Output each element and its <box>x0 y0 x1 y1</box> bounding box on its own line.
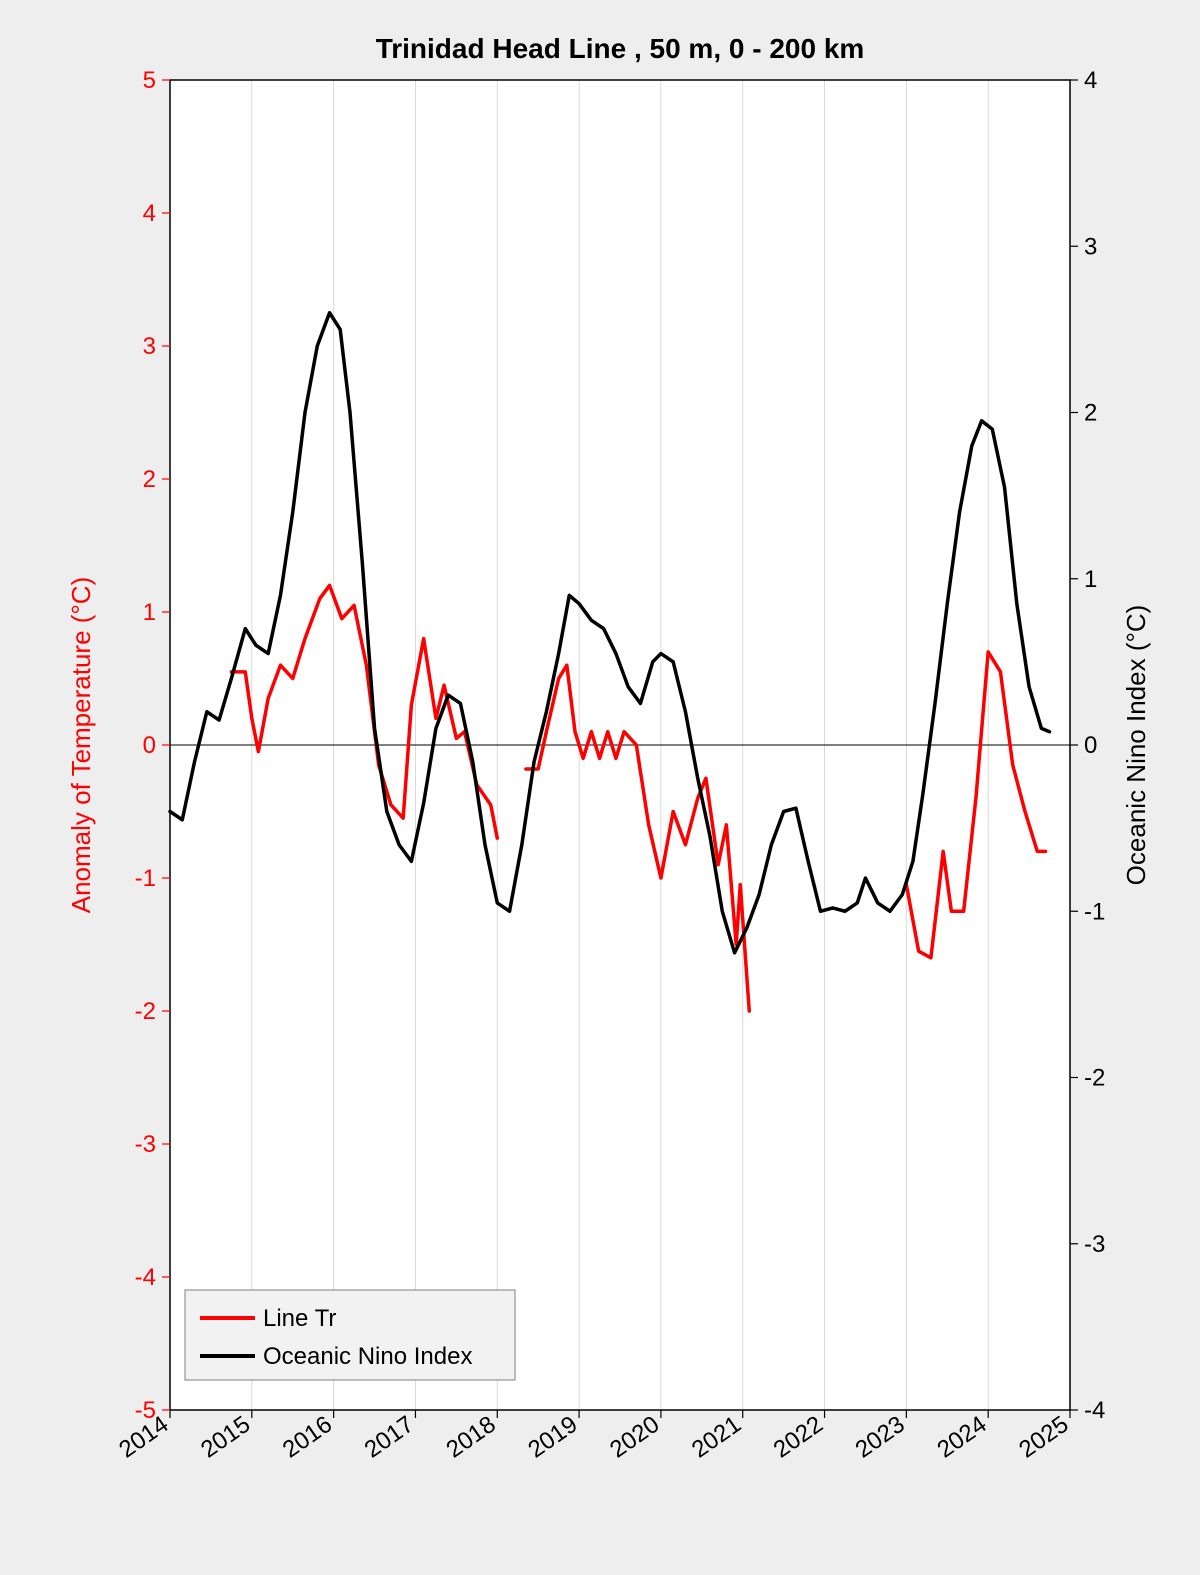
y-right-tick-label: 4 <box>1084 67 1097 94</box>
dual-axis-line-chart: 2014201520162017201820192020202120222023… <box>0 0 1200 1575</box>
y-left-tick-label: -4 <box>135 1264 156 1291</box>
y-left-tick-label: -5 <box>135 1397 156 1424</box>
legend-label: Line Tr <box>263 1305 336 1332</box>
y-right-tick-label: -3 <box>1084 1231 1105 1258</box>
y-right-tick-label: -4 <box>1084 1397 1105 1424</box>
chart-title: Trinidad Head Line , 50 m, 0 - 200 km <box>376 33 865 64</box>
y-left-tick-label: 5 <box>143 67 156 94</box>
y-left-tick-label: 3 <box>143 333 156 360</box>
y-right-axis-label: Oceanic Nino Index (°C) <box>1121 605 1151 886</box>
y-right-tick-label: 3 <box>1084 233 1097 260</box>
chart-container: 2014201520162017201820192020202120222023… <box>0 0 1200 1575</box>
y-right-tick-label: 0 <box>1084 732 1097 759</box>
y-left-tick-label: 4 <box>143 200 156 227</box>
y-left-tick-label: 1 <box>143 599 156 626</box>
y-right-tick-label: -2 <box>1084 1065 1105 1092</box>
legend-label: Oceanic Nino Index <box>263 1343 472 1370</box>
y-left-axis-label: Anomaly of Temperature (°C) <box>66 577 96 914</box>
y-right-tick-label: -1 <box>1084 898 1105 925</box>
y-left-tick-label: 2 <box>143 466 156 493</box>
y-right-tick-label: 1 <box>1084 566 1097 593</box>
y-left-tick-label: 0 <box>143 732 156 759</box>
y-left-tick-label: -2 <box>135 998 156 1025</box>
y-left-tick-label: -1 <box>135 865 156 892</box>
y-left-tick-label: -3 <box>135 1131 156 1158</box>
y-right-tick-label: 2 <box>1084 400 1097 427</box>
